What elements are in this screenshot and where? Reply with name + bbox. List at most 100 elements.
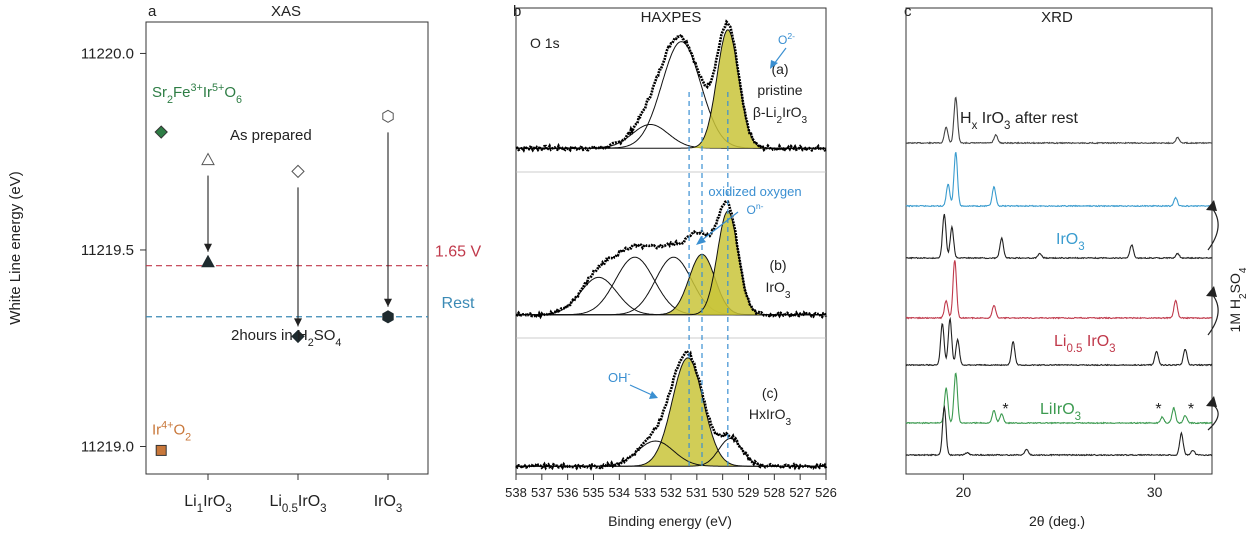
panel-c-curved-arrow-head xyxy=(1206,200,1217,211)
panel-a-point-iro2 xyxy=(155,444,167,456)
panel-c-pattern-li05 xyxy=(905,260,1212,320)
panel-a-xas: a XAS White Line energy (eV) 11220.0 1121… xyxy=(7,3,481,515)
panel-a-reference-compounds: Sr2Fe3+Ir5+O6 Ir4+O2 xyxy=(152,82,242,456)
panel-b-xtick-label: 529 xyxy=(738,485,760,500)
panel-b-title: HAXPES xyxy=(641,9,702,26)
panel-b-guide-lines xyxy=(688,92,729,470)
panel-b-xtick-label: 530 xyxy=(712,485,734,500)
panel-b-xtick-label: 526 xyxy=(815,485,837,500)
panel-b-a-desc: pristine xyxy=(757,82,802,98)
panel-b-fill-component xyxy=(516,357,826,467)
panel-a-point-after xyxy=(201,254,215,268)
panel-a-title: XAS xyxy=(271,3,301,20)
panel-c-curved-arrow xyxy=(1207,403,1219,431)
panel-a-label-sr2feiro6: Sr2Fe3+Ir5+O6 xyxy=(152,82,242,106)
panel-a-xtick-label: Li1IrO3 xyxy=(184,493,231,515)
panel-b-spectra xyxy=(515,19,828,471)
panel-b-xtick-label: 537 xyxy=(531,485,553,500)
panel-c-label-iro3: IrO3 xyxy=(1056,231,1085,253)
panel-a-point-sr2feiro6 xyxy=(154,125,168,139)
panel-c-curved-arrows xyxy=(1206,200,1219,431)
panel-a-point-as-prepared xyxy=(291,164,305,179)
panel-c-labels: Hx IrO3 after rest IrO3 Li0.5 IrO3 LiIrO3 * *… xyxy=(960,110,1194,423)
panel-b-c-arrow-head xyxy=(649,391,658,399)
panel-c-x-ticks: 20 30 xyxy=(956,474,1163,500)
panel-b-xtick-label: 533 xyxy=(634,485,656,500)
panel-c-xrd: c XRD 20 30 2θ (deg.) Hx IrO3 after restI… xyxy=(904,3,1249,529)
panel-a-ytick-label: 11219.0 xyxy=(81,438,134,455)
panel-a-ytick-label: 11220.0 xyxy=(81,45,134,62)
panel-a-arrow-head xyxy=(204,243,212,252)
panel-c-xtick-label: 30 xyxy=(1147,484,1163,500)
panel-b-b-id: (b) xyxy=(769,257,786,273)
panel-b-b-arrow xyxy=(701,211,739,241)
panel-c-pattern-li05-black xyxy=(905,316,1213,367)
panel-b-xtick-label: 534 xyxy=(608,485,630,500)
panel-c-side-label: 1M H2SO4 xyxy=(1227,267,1249,332)
panel-a-label: a xyxy=(148,3,157,20)
panel-a-arrow-head xyxy=(384,298,392,307)
panel-b-component xyxy=(516,210,826,316)
panel-c-label: c xyxy=(904,3,912,20)
panel-b-b-compound: IrO3 xyxy=(765,279,790,301)
panel-c-patterns xyxy=(905,96,1213,457)
panel-b-xtick-label: 536 xyxy=(557,485,579,500)
panel-b-core-level: O 1s xyxy=(530,35,560,51)
panel-a-point-after xyxy=(291,329,305,344)
panel-c-xtick-label: 20 xyxy=(956,484,972,500)
panel-c-star: * xyxy=(1155,401,1161,418)
panel-a-frame xyxy=(145,21,429,475)
panel-b-c-annotation: OH- xyxy=(608,369,631,385)
panel-c-curved-arrow-head xyxy=(1206,396,1217,407)
panel-b-b-annotation: oxidized oxygen xyxy=(708,184,801,199)
panel-a-y-ticks: 11220.0 11219.5 11219.0 xyxy=(81,45,146,455)
panel-c-star: * xyxy=(1002,401,1008,418)
panel-b-xtick-label: 531 xyxy=(686,485,708,500)
panel-a-after-treatment-label: 2hours in H2SO4 xyxy=(231,327,341,349)
panel-b-a-arrow xyxy=(773,47,787,65)
panel-b-haxpes: b HAXPES O 1s 538 537 536 535 534 533 532 531 53… xyxy=(505,3,837,529)
panel-b-c-compound: HxIrO3 xyxy=(749,406,792,428)
panel-a-ylabel: White Line energy (eV) xyxy=(7,171,24,324)
panel-a-as-prepared-label: As prepared xyxy=(230,127,312,144)
panel-a-points xyxy=(201,109,394,344)
panel-a-hline-label: Rest xyxy=(442,295,475,312)
panel-c-label-top: Hx IrO3 after rest xyxy=(960,110,1079,132)
panel-b-a-annotation: O2- xyxy=(778,31,795,47)
panel-c-pattern-iro3-black xyxy=(906,213,1213,260)
panel-a-ytick-label: 11219.5 xyxy=(81,242,134,259)
panel-c-title: XRD xyxy=(1041,9,1073,26)
panel-c-curved-arrow-head xyxy=(1206,286,1217,297)
panel-a-point-after xyxy=(382,310,394,324)
panel-c-pattern-liiro3 xyxy=(905,372,1213,425)
panel-b-a-id: (a) xyxy=(771,61,788,77)
panel-b-label: b xyxy=(513,3,521,20)
panel-a-hline-label: 1.65 V xyxy=(435,244,482,261)
panel-a-point-as-prepared xyxy=(201,152,215,166)
panel-a-reference-lines: 1.65 V Rest xyxy=(146,244,482,318)
panel-b-xtick-label: 528 xyxy=(763,485,785,500)
panel-c-pattern-liiro3-black xyxy=(905,404,1213,457)
panel-b-xlabel: Binding energy (eV) xyxy=(608,513,732,529)
panel-b-xtick-label: 535 xyxy=(583,485,605,500)
panel-c-xlabel: 2θ (deg.) xyxy=(1029,513,1085,529)
panel-b-xtick-label: 527 xyxy=(789,485,811,500)
panel-a-arrow-head xyxy=(294,318,302,327)
panel-a-xtick-label: IrO3 xyxy=(374,493,403,515)
panel-c-curved-arrow xyxy=(1207,293,1219,336)
panel-c-label-liiro3: LiIrO3 xyxy=(1040,401,1081,423)
panel-c-curved-arrow xyxy=(1207,207,1219,251)
panel-b-b-annotation-formula: On- xyxy=(746,201,763,217)
panel-b-c-id: (c) xyxy=(762,385,778,401)
panel-b-envelope xyxy=(515,348,828,471)
panel-a-xtick-label: Li0.5IrO3 xyxy=(269,493,326,515)
panel-a-label-iro2: Ir4+O2 xyxy=(152,419,191,443)
panel-c-frame xyxy=(905,7,1213,475)
panel-a-arrows xyxy=(204,132,392,327)
panel-b-envelope xyxy=(515,200,828,320)
panel-a-x-categories: Li1IrO3 Li0.5IrO3 IrO3 xyxy=(184,474,402,515)
panel-b-x-ticks: 538 537 536 535 534 533 532 531 530 529 528 527 526 xyxy=(505,474,837,500)
panel-b-labels: (a) pristine β-Li2IrO3 O2- (b) IrO3 oxidized o… xyxy=(608,31,808,428)
panel-c-pattern-top xyxy=(905,96,1212,145)
